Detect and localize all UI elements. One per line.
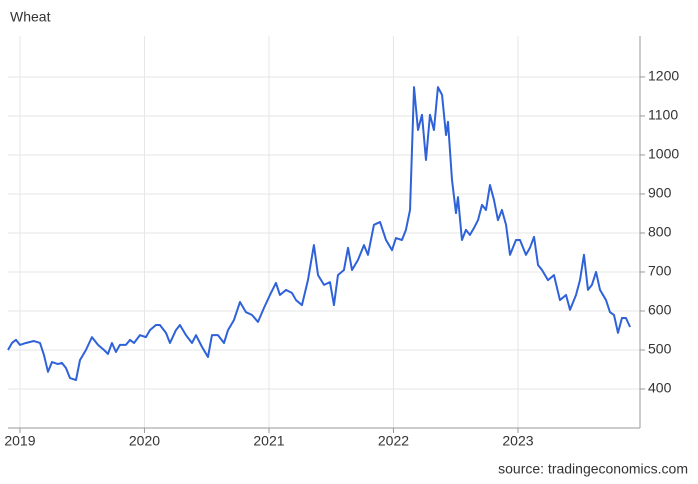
x-tick-label: 2019: [4, 433, 35, 449]
x-tick-label: 2020: [129, 433, 160, 449]
y-tick-label: 500: [648, 341, 672, 357]
x-tick-label: 2021: [253, 433, 284, 449]
chart-title: Wheat: [10, 9, 51, 25]
price-line: [7, 86, 631, 382]
source: source: tradingeconomics.com: [498, 461, 688, 477]
y-tick-label: 800: [648, 224, 672, 240]
x-tick-label: 2022: [378, 433, 409, 449]
y-tick-label: 1000: [648, 146, 679, 162]
x-tick-label: 2023: [502, 433, 533, 449]
y-tick-label: 900: [648, 185, 672, 201]
y-tick-label: 1100: [648, 107, 678, 123]
y-tick-label: 600: [648, 302, 672, 318]
y-tick-label: 1200: [648, 68, 679, 84]
y-tick-label: 700: [648, 263, 672, 279]
y-tick-label: 400: [648, 380, 672, 396]
